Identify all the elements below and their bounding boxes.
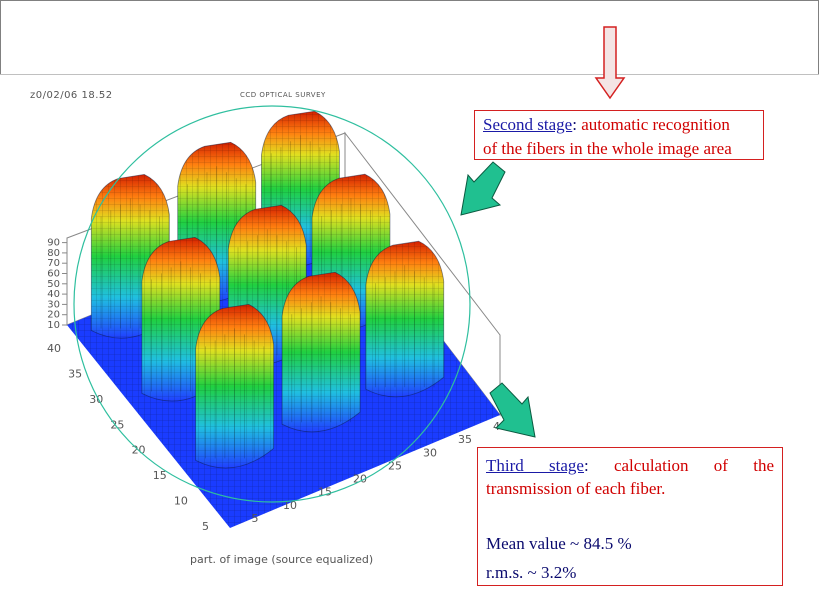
second-stage-line1: Second stage: automatic recognition	[483, 113, 755, 137]
plot-date: z0/02/06 18.52	[30, 90, 113, 101]
x-tick-label: 10	[283, 499, 297, 512]
z-tick-label: 10	[47, 320, 60, 331]
mean-value: Mean value ~ 84.5 %	[486, 534, 632, 553]
plot-title: CCD OPTICAL SURVEY	[240, 91, 326, 99]
frame-left	[0, 0, 1, 75]
z-tick-label: 50	[47, 279, 60, 290]
third-stage-text2: transmission of each fiber.	[486, 479, 666, 498]
y-tick-label: 10	[174, 495, 188, 508]
z-tick-label: 30	[47, 299, 60, 310]
third-stage-text1: calculation of the	[613, 456, 774, 475]
x-tick-label: 25	[388, 459, 402, 472]
second-stage-link[interactable]: Second stage	[483, 115, 573, 134]
fiber-tower	[365, 240, 445, 398]
y-tick-label: 35	[68, 367, 82, 380]
green-arrow-second	[460, 161, 506, 216]
third-stage-colon: :	[583, 456, 589, 475]
frame-top	[0, 0, 819, 1]
y-tick-label: 5	[202, 520, 209, 533]
y-tick-label: 25	[110, 418, 124, 431]
red-down-arrow	[594, 26, 626, 100]
plot-axes: 1020304050607080904035302520151055101520…	[47, 238, 507, 533]
x-axis-label: part. of image (source equalized)	[190, 553, 374, 566]
second-stage-colon: :	[572, 115, 577, 134]
second-stage-box: Second stage: automatic recognition of t…	[474, 110, 764, 160]
green-arrow-third	[489, 382, 536, 438]
third-stage-line1: Third stage: calculation of the	[486, 454, 774, 477]
recognition-circle	[73, 105, 471, 503]
second-stage-text2: of the fibers in the whole image area	[483, 139, 732, 158]
rms-value: r.m.s. ~ 3.2%	[486, 563, 577, 582]
fiber-tower-texture	[195, 304, 274, 469]
z-tick-label: 70	[47, 258, 60, 269]
z-tick-label: 20	[47, 310, 60, 321]
z-tick-label: 90	[47, 238, 60, 249]
frame-divider	[0, 74, 819, 75]
z-tick-label: 80	[47, 248, 60, 259]
x-tick-label: 20	[353, 473, 367, 486]
z-tick-label: 40	[47, 289, 60, 300]
y-tick-label: 40	[47, 342, 61, 355]
third-stage-box: Third stage: calculation of the transmis…	[477, 447, 783, 586]
fiber-tower-texture	[282, 272, 361, 432]
third-stage-link[interactable]: Third stage	[486, 456, 584, 475]
second-stage-text1: automatic recognition	[581, 115, 730, 134]
fiber-towers	[90, 110, 445, 469]
fiber-tower	[195, 303, 275, 469]
fiber-tower	[281, 271, 361, 433]
x-tick-label: 35	[458, 433, 472, 446]
x-tick-label: 5	[252, 512, 259, 525]
y-tick-label: 15	[153, 469, 167, 482]
x-tick-label: 30	[423, 446, 437, 459]
z-tick-label: 60	[47, 269, 60, 280]
fiber-tower-texture	[365, 241, 444, 397]
x-tick-label: 15	[318, 486, 332, 499]
